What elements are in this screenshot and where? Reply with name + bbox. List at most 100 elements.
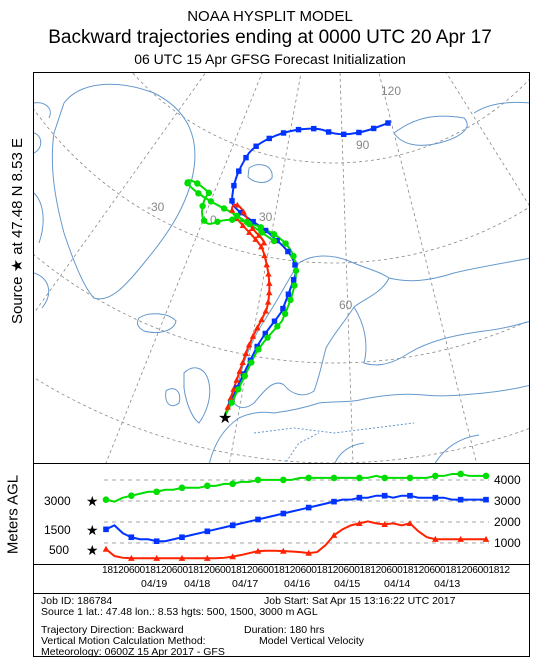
map-marker-blue <box>370 125 377 132</box>
height-marker-red <box>330 531 338 538</box>
height-marker-green <box>482 472 490 480</box>
height-marker-red <box>482 535 490 542</box>
map-marker-green <box>282 240 289 247</box>
vertical-profile-panel: 3000 1500 500 ★ ★ ★ 4000 3000 2000 1000 <box>33 463 530 565</box>
height-marker-green <box>381 474 388 482</box>
map-marker-red <box>242 350 249 357</box>
map-marker-blue <box>295 126 302 133</box>
vertical-axis-label: Meters AGL <box>4 474 22 555</box>
height-marker-blue <box>457 496 464 503</box>
lon-label-90: 90 <box>356 138 370 152</box>
vertical-motion-value: Model Vertical Velocity <box>259 635 365 647</box>
map-marker-green <box>257 224 265 231</box>
height-marker-blue <box>103 526 109 533</box>
trajectory-direction: Trajectory Direction: Backward <box>41 624 184 636</box>
job-start: Job Start: Sat Apr 15 13:16:22 UTC 2017 <box>264 595 456 607</box>
date-label: 04/14 <box>384 578 411 590</box>
map-marker-blue <box>285 291 292 297</box>
height-marker-red <box>305 549 312 556</box>
source-info: Source 1 lat.: 47.48 lon.: 8.53 hgts: 50… <box>41 606 318 618</box>
right-tick-4000: 4000 <box>494 473 521 487</box>
meteorology: Meteorology: 0600Z 15 Apr 2017 - GFS <box>41 646 225 658</box>
height-marker-blue <box>128 534 135 541</box>
height-marker-blue <box>255 516 261 523</box>
map-marker-blue <box>253 143 259 149</box>
vertical-gridlines <box>104 479 489 544</box>
map-marker-red <box>266 289 273 296</box>
map-marker-blue <box>238 209 244 216</box>
map-marker-green <box>205 189 213 197</box>
title-line-2: Backward trajectories ending at 0000 UTC… <box>48 27 492 48</box>
map-marker-green <box>281 310 289 318</box>
map-marker-green <box>207 198 215 205</box>
map-marker-blue <box>250 218 256 225</box>
trajectory-red-500m <box>224 203 271 417</box>
map-marker-blue <box>290 277 297 283</box>
height-line-green <box>105 472 486 503</box>
map-marker-red <box>246 229 253 235</box>
map-marker-green <box>290 252 297 260</box>
height-marker-green <box>432 472 439 480</box>
map-svg: 120 90 -30 0 30 60 ★ <box>34 73 529 463</box>
right-tick-2000: 2000 <box>494 515 521 529</box>
time-axis: 1812060018120600181206001812060018120600… <box>33 564 530 594</box>
map-marker-green <box>270 231 278 238</box>
height-marker-green <box>356 474 363 482</box>
height-marker-red <box>153 554 160 561</box>
map-marker-blue <box>325 129 332 135</box>
title-line-3: 06 UTC 15 Apr GFSG Forecast Initializati… <box>134 51 406 67</box>
map-marker-red <box>233 377 240 383</box>
map-marker-blue <box>280 305 286 312</box>
job-info-footer: Job ID: 186784 Job Start: Sat Apr 15 13:… <box>33 593 530 658</box>
height-marker-blue <box>331 498 337 505</box>
map-marker-red <box>260 239 268 246</box>
height-marker-red <box>356 520 363 527</box>
map-marker-blue <box>266 135 272 142</box>
map-marker-blue <box>229 198 235 204</box>
height-line-blue <box>105 494 486 543</box>
height-marker-red <box>102 545 110 552</box>
height-marker-red <box>254 547 262 554</box>
vertical-profile-plot <box>102 470 490 561</box>
map-marker-blue <box>311 125 317 132</box>
map-marker-green <box>264 334 271 341</box>
map-marker-blue <box>231 182 237 189</box>
map-marker-green <box>292 267 300 274</box>
trajectory-map: 120 90 -30 0 30 60 ★ <box>33 72 530 464</box>
duration: Duration: 180 hrs <box>244 624 325 636</box>
map-marker-red <box>249 333 257 339</box>
map-marker-green <box>199 202 206 210</box>
job-id: Job ID: 186784 <box>41 595 113 607</box>
map-marker-red <box>240 208 247 215</box>
map-marker-green <box>270 237 278 245</box>
date-label: 04/17 <box>232 578 259 590</box>
map-marker-blue <box>385 120 391 126</box>
map-marker-blue <box>262 330 269 337</box>
time-hour-labels: 1812060018120600181206001812060018120600… <box>102 565 510 576</box>
map-marker-green <box>248 359 255 366</box>
height-marker-green <box>178 484 186 492</box>
height-marker-blue <box>356 494 363 501</box>
date-label: 04/13 <box>434 578 461 590</box>
map-marker-green <box>184 180 191 187</box>
height-marker-red <box>280 547 287 554</box>
right-tick-1000: 1000 <box>494 536 521 550</box>
right-tick-3000: 3000 <box>494 494 521 508</box>
left-tick-500: 500 <box>49 543 70 557</box>
map-marker-green <box>228 216 236 223</box>
map-marker-blue <box>285 248 291 255</box>
map-marker-red <box>230 385 237 392</box>
height-marker-blue <box>407 492 413 499</box>
map-marker-red <box>263 261 270 268</box>
map-marker-green <box>194 180 201 187</box>
map-marker-green <box>233 212 241 220</box>
map-marker-green <box>287 296 294 304</box>
graticule <box>34 73 529 463</box>
map-marker-red <box>264 298 272 305</box>
height-marker-green <box>153 488 160 496</box>
map-marker-blue <box>236 168 242 174</box>
title-line-1: NOAA HYSPLIT MODEL <box>187 8 353 25</box>
height-marker-blue <box>483 496 489 503</box>
height-marker-red <box>204 554 211 561</box>
height-marker-red <box>432 535 439 542</box>
